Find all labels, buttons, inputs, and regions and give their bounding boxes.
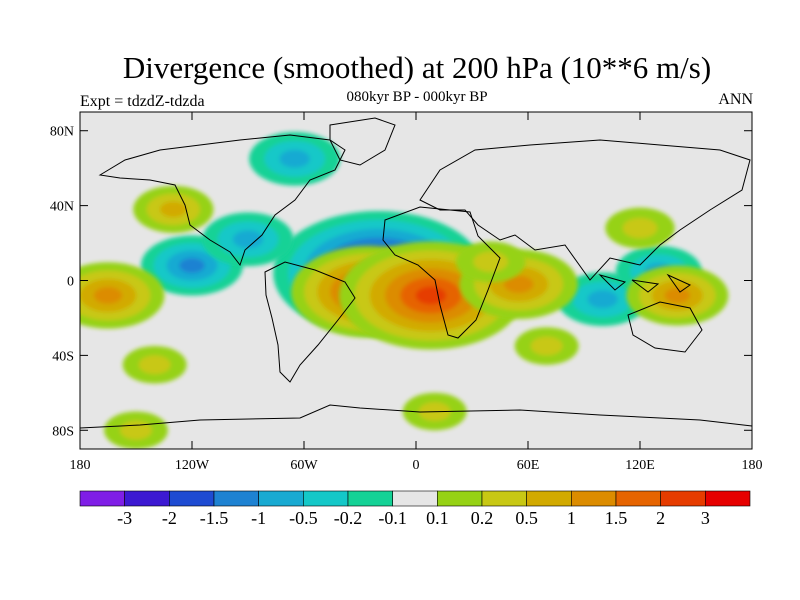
- coast-greenland: [329, 117, 396, 166]
- colorbar-segment: [303, 490, 349, 507]
- colorbar-segment: [526, 490, 572, 507]
- colorbar-segment: [392, 490, 438, 507]
- field-contour: [232, 230, 264, 249]
- colorbar-segment: [169, 490, 215, 507]
- colorbar-label: -0.5: [289, 508, 318, 528]
- colorbar-label: -1: [251, 508, 266, 528]
- field-contour: [473, 251, 509, 272]
- chart-title: Divergence (smoothed) at 200 hPa (10**6 …: [122, 50, 712, 85]
- field-contour: [138, 355, 171, 375]
- colorbar-label: -0.1: [378, 508, 407, 528]
- colorbar-label: -2: [162, 508, 177, 528]
- colorbar-label: 0.1: [426, 508, 449, 528]
- coast-south-america: [264, 261, 356, 383]
- field-feature: [133, 185, 214, 233]
- field-contour: [93, 287, 123, 304]
- colorbar-segment: [615, 490, 661, 507]
- coast-eurasia: [419, 139, 751, 281]
- colorbar-segment: [705, 490, 751, 507]
- y-tick-label: 80S: [52, 424, 74, 439]
- colorbar-segment: [213, 490, 259, 507]
- field-feature: [455, 241, 526, 283]
- coast-antarctica: [80, 404, 752, 429]
- field-contour: [664, 287, 691, 303]
- field-contour: [279, 149, 310, 168]
- field-contour: [120, 420, 152, 440]
- x-tick-label: 60E: [517, 458, 540, 473]
- colorbar-segment: [258, 490, 304, 507]
- axes: 180 120W 60W 0 60E 120E 180 80N 40N 0 40S 80S: [50, 112, 763, 473]
- field-contour: [622, 217, 658, 239]
- colorbar-label: 1: [567, 508, 576, 528]
- x-tick-label: 0: [413, 458, 420, 473]
- coast-australia: [627, 301, 703, 353]
- field-contour: [415, 286, 447, 305]
- colorbar-label: 0.5: [515, 508, 538, 528]
- y-tick-label: 0: [67, 275, 74, 290]
- field-contour: [587, 290, 618, 309]
- colorbar-segment: [571, 490, 617, 507]
- divergence-field: [80, 132, 729, 449]
- field-feature: [514, 327, 579, 365]
- colorbar-label: 3: [701, 508, 710, 528]
- field-contour: [179, 258, 205, 274]
- y-tick-label: 80N: [50, 125, 74, 140]
- x-tick-label: 120W: [175, 458, 210, 473]
- season-label: ANN: [718, 91, 753, 108]
- colorbar-segment: [124, 490, 170, 507]
- field-contour: [530, 336, 563, 356]
- x-tick-label: 180: [742, 458, 763, 473]
- x-tick-label: 60W: [290, 458, 318, 473]
- coast-africa: [382, 206, 501, 339]
- field-feature: [249, 132, 341, 186]
- field-feature: [104, 411, 168, 449]
- colorbar-label: -3: [117, 508, 132, 528]
- colorbar-label: 0.2: [471, 508, 494, 528]
- coast-north-america: [98, 134, 346, 267]
- colorbar-label: -0.2: [334, 508, 363, 528]
- colorbar-segment: [481, 490, 527, 507]
- coast-indonesia: [598, 273, 692, 293]
- chart-subtitle: 080kyr BP - 000kyr BP: [346, 89, 488, 105]
- colorbar: -3 -2 -1.5 -1 -0.5 -0.2 -0.1 0.1 0.2 0.5 1 1.5 2 3: [79, 490, 751, 528]
- colorbar-segment: [437, 490, 483, 507]
- experiment-label: Expt = tdzdZ-tdzda: [80, 93, 205, 110]
- colorbar-segment: [660, 490, 706, 507]
- y-tick-label: 40S: [52, 349, 74, 364]
- field-feature: [122, 345, 187, 384]
- field-feature: [202, 212, 294, 267]
- y-tick-label: 40N: [50, 200, 74, 215]
- colorbar-label: 1.5: [605, 508, 628, 528]
- field-feature: [605, 207, 675, 249]
- x-tick-label: 180: [70, 458, 91, 473]
- field-feature: [80, 262, 165, 329]
- x-tick-label: 120E: [625, 458, 655, 473]
- field-contour: [159, 201, 187, 218]
- coastlines: [80, 117, 752, 429]
- colorbar-segment: [347, 490, 393, 507]
- field-contour: [503, 275, 534, 293]
- colorbar-segment: [79, 490, 125, 507]
- colorbar-label: -1.5: [200, 508, 229, 528]
- colorbar-label: 2: [656, 508, 665, 528]
- field-feature: [626, 265, 729, 326]
